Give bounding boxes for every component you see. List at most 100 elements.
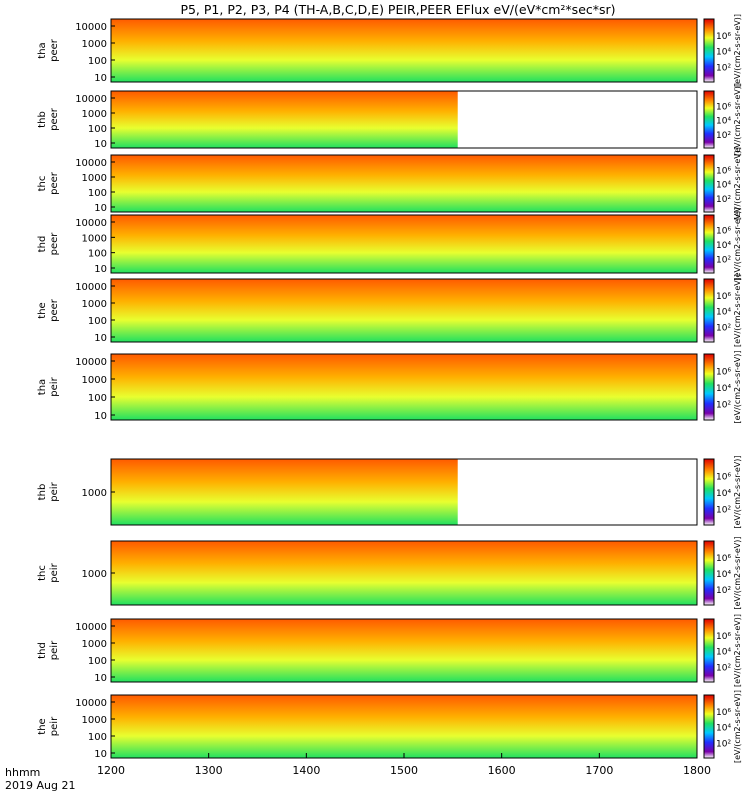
panel-thc-peer-probe-label: thc — [37, 176, 48, 192]
panel-thd-peer-colorbar-tick: 10⁶ — [716, 227, 731, 237]
panel-tha-peir-ytick-label: 100 — [88, 393, 107, 404]
panel-tha-peer-probe-label: tha — [37, 42, 48, 58]
panel-the-peer-colorbar-label: [eV/(cm2-s-sr-eV)] — [733, 274, 742, 347]
x-tick-label: 1200 — [97, 764, 125, 777]
x-tick-label: 1300 — [195, 764, 223, 777]
panel-thb-peir-ytick-label: 1000 — [82, 488, 107, 499]
panel-thc-peer-ytick-label: 100 — [88, 188, 107, 199]
panel-thd-peir-colorbar — [703, 618, 715, 683]
panel-tha-peir-frame — [110, 353, 698, 421]
panel-thc-peer-colorbar-tick: 10⁶ — [716, 166, 731, 176]
panel-tha-peer-ytick-label: 10 — [94, 73, 107, 84]
panel-thd-peer-spectrogram — [111, 215, 697, 273]
panel-thc-peer-colorbar-tick: 10² — [716, 195, 731, 205]
panel-the-peir-ytick-label: 100 — [88, 732, 107, 743]
panel-the-peer-ytick-label: 10 — [94, 333, 107, 344]
panel-the-peir-ytick-label: 10000 — [75, 698, 107, 709]
panel-thb-peir-spectrogram — [111, 459, 458, 525]
panel-the-peir-ytick-label: 10 — [94, 749, 107, 760]
panel-thd-peer-ytick-label: 100 — [88, 249, 107, 260]
panel-tha-peer-frame — [110, 18, 698, 83]
panel-thd-peir-colorbar-tick: 10⁶ — [716, 632, 731, 642]
panel-thd-peir-colorbar-tick: 10⁴ — [716, 648, 731, 658]
panel-the-peir-colorbar-label: [eV/(cm2-s-sr-eV)] — [733, 690, 742, 763]
panel-thc-peer-colorbar-label: [eV/(cm2-s-sr-eV)] — [733, 147, 742, 220]
panel-thc-peir-colorbar — [703, 540, 715, 606]
panel-the-peir-colorbar-tick: 10⁶ — [716, 708, 731, 718]
panel-the-peer-colorbar — [703, 278, 715, 343]
x-tick-label: 1400 — [292, 764, 320, 777]
panel-thd-peer-probe-label: thd — [37, 236, 48, 253]
panel-the-peer-probe-label: the — [37, 302, 48, 318]
panel-thc-peir-colorbar-tick: 10⁴ — [716, 570, 731, 580]
panel-thd-peir-ytick-label: 10 — [94, 673, 107, 684]
panel-the-peer-ytick-label: 100 — [88, 316, 107, 327]
panel-tha-peir-colorbar-tick: 10⁴ — [716, 384, 731, 394]
x-axis-label-hhmm: hhmm — [5, 766, 40, 779]
panel-the-peer-colorbar-tick: 10⁴ — [716, 308, 731, 318]
panel-the-peir-spectrogram — [111, 695, 697, 758]
panel-thb-peer-species-label: peer — [49, 107, 60, 131]
panel-thb-peer-colorbar-tick: 10⁴ — [716, 117, 731, 127]
panel-the-peir-colorbar-tick: 10⁴ — [716, 724, 731, 734]
panel-tha-peir-colorbar-label: [eV/(cm2-s-sr-eV)] — [733, 350, 742, 423]
panel-thb-peir-colorbar-label: [eV/(cm2-s-sr-eV)] — [733, 455, 742, 528]
panel-thd-peir-probe-label: thd — [37, 642, 48, 659]
panel-thc-peir-spectrogram — [111, 541, 697, 605]
panel-thb-peer-ytick-label: 10 — [94, 139, 107, 150]
panel-tha-peir-ytick-label: 1000 — [82, 375, 107, 386]
panel-tha-peer-colorbar-tick: 10⁴ — [716, 48, 731, 58]
panel-thb-peer-frame — [110, 90, 698, 149]
x-tick-label: 1800 — [683, 764, 711, 777]
panel-tha-peir-species-label: peir — [49, 376, 60, 396]
panel-thb-peer-probe-label: thb — [37, 111, 48, 128]
panel-thd-peir-colorbar-label: [eV/(cm2-s-sr-eV)] — [733, 614, 742, 687]
panel-thb-peer-ytick-label: 10000 — [75, 94, 107, 105]
panel-thd-peir-ytick-label: 1000 — [82, 639, 107, 650]
x-axis-label-date: 2019 Aug 21 — [5, 779, 75, 792]
panel-thd-peer-colorbar — [703, 214, 715, 274]
panel-tha-peer-colorbar-label: [eV/(cm2-s-sr-eV)] — [733, 14, 742, 87]
panel-thd-peer-ytick-label: 10 — [94, 264, 107, 275]
panel-thc-peir-colorbar-tick: 10² — [716, 586, 731, 596]
panel-thb-peir-colorbar-tick: 10⁴ — [716, 489, 731, 499]
panel-the-peer-colorbar-tick: 10² — [716, 323, 731, 333]
panel-thb-peir-probe-label: thb — [37, 484, 48, 501]
panel-thb-peer-ytick-label: 100 — [88, 124, 107, 135]
panel-tha-peer-colorbar — [703, 18, 715, 83]
panel-tha-peir-colorbar-tick: 10⁶ — [716, 368, 731, 378]
panel-tha-peer-ytick-label: 10000 — [75, 22, 107, 33]
panel-the-peer-ytick-label: 10000 — [75, 282, 107, 293]
panel-thb-peir-species-label: peir — [49, 481, 60, 501]
panel-thc-peer-ytick-label: 10 — [94, 203, 107, 214]
panel-tha-peer-colorbar-tick: 10² — [716, 63, 731, 73]
panel-thb-peer-ytick-label: 1000 — [82, 109, 107, 120]
panel-thd-peir-frame — [110, 618, 698, 683]
panel-thd-peer-frame — [110, 214, 698, 274]
panel-tha-peir-ytick-label: 10000 — [75, 357, 107, 368]
panel-thd-peir-colorbar-tick: 10² — [716, 663, 731, 673]
panel-the-peer-species-label: peer — [49, 298, 60, 322]
panel-thd-peer-species-label: peer — [49, 232, 60, 256]
panel-thd-peir-ytick-label: 10000 — [75, 622, 107, 633]
panel-thc-peir-colorbar-label: [eV/(cm2-s-sr-eV)] — [733, 536, 742, 609]
panel-tha-peer-species-label: peer — [49, 38, 60, 62]
panel-thb-peer-spectrogram — [111, 91, 458, 148]
panel-tha-peer-ytick-label: 1000 — [82, 39, 107, 50]
panel-thc-peer-colorbar — [703, 154, 715, 213]
panel-thc-peer-colorbar-tick: 10⁴ — [716, 181, 731, 191]
panel-the-peer-ytick-label: 1000 — [82, 299, 107, 310]
panel-thb-peer-colorbar-label: [eV/(cm2-s-sr-eV)] — [733, 83, 742, 156]
panel-thc-peer-frame — [110, 154, 698, 213]
panel-thd-peir-spectrogram — [111, 619, 697, 682]
panel-thd-peir-ytick-label: 100 — [88, 656, 107, 667]
panel-thc-peer-ytick-label: 10000 — [75, 158, 107, 169]
panel-the-peir-probe-label: the — [37, 718, 48, 734]
panel-the-peir-colorbar-tick: 10² — [716, 739, 731, 749]
panel-tha-peer-spectrogram — [111, 19, 697, 82]
panel-tha-peer-colorbar-tick: 10⁶ — [716, 32, 731, 42]
panel-thb-peir-colorbar-tick: 10⁶ — [716, 473, 731, 483]
panel-tha-peer-ytick-label: 100 — [88, 56, 107, 67]
